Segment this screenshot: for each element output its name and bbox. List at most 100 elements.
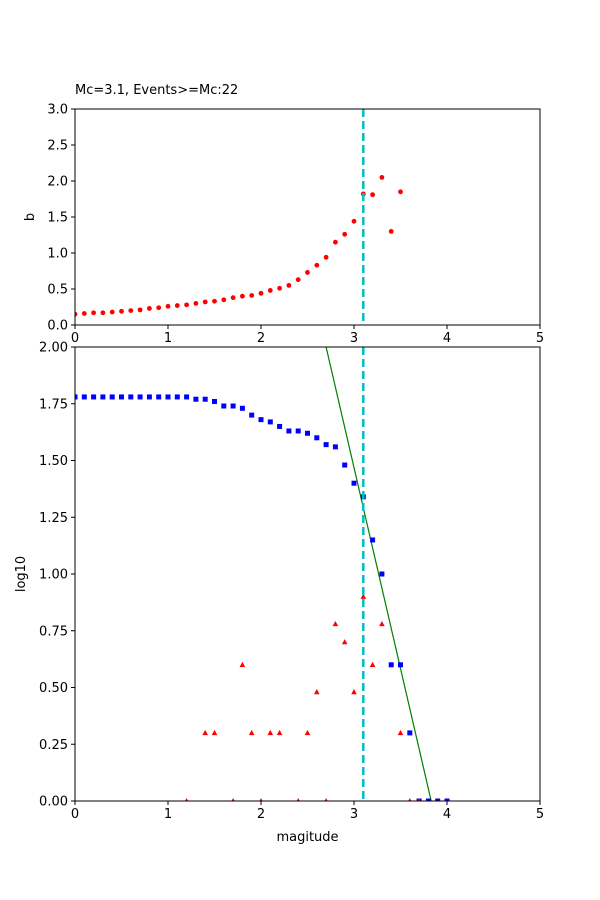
y-tick-label: 0.5 [47,283,68,298]
cumulative-point [249,412,255,418]
noncumulative-point [351,689,357,695]
noncumulative-point [397,729,404,736]
b-value-point [398,189,403,195]
cumulative-point [342,462,348,468]
noncumulative-point [259,798,263,801]
cumulative-point [425,798,431,801]
b-panel-frame [74,108,541,326]
cumulative-point [323,442,329,448]
cumulative-point [305,430,310,436]
b-value-point [75,311,78,317]
x-tick-label: 3 [350,807,358,822]
noncumulative-point [341,639,348,645]
b-value-point [351,218,357,224]
y-tick-label: 2.0 [47,175,68,190]
plot-area [75,347,450,801]
b-value-point [221,297,227,303]
b-value-point [174,303,180,308]
y-tick-label: 0.75 [39,624,68,639]
cumulative-point [239,405,245,411]
noncumulative-point [408,798,412,801]
y-tick-label: 1.5 [47,211,68,226]
x-tick-label: 0 [71,331,79,346]
b-value-point [286,283,292,288]
b-value-point [333,239,338,245]
cumulative-point [202,396,208,402]
cumulative-point [100,394,106,400]
y-tick-label: 1.00 [39,568,68,583]
b-value-point [193,301,199,306]
noncumulative-point [211,729,218,736]
b-value-point [212,298,217,304]
y-tick-label: 2.00 [39,341,68,356]
noncumulative-point [379,620,385,627]
noncumulative-point [369,661,376,667]
b-panel-title: Mc=3.1, Events>=Mc:22 [75,83,238,98]
cumulative-point [165,394,171,400]
b-value-point [128,308,134,313]
x-tick-label: 2 [257,331,265,346]
cumulative-point [221,403,227,409]
noncumulative-point [267,729,274,736]
noncumulative-point [332,620,339,627]
plot-area [75,175,403,317]
noncumulative-point [360,593,367,599]
cumulative-point [286,428,292,434]
x-tick-label: 3 [350,331,358,346]
b-value-point [156,305,162,311]
y-tick-label: 0.25 [39,738,68,753]
y-tick-label: 1.0 [47,247,68,262]
b-value-point [323,254,329,260]
b-value-point [230,295,236,301]
y-tick-label: 2.5 [47,139,68,154]
noncumulative-point [417,798,421,801]
b-value-point [314,262,320,268]
b-value-point [81,311,87,316]
cumulative-point [91,394,97,400]
x-tick-label: 4 [443,807,451,822]
x-tick-label: 5 [536,331,544,346]
y-tick-label: 3.0 [47,103,68,118]
b-value-point [184,302,190,308]
cumulative-point [277,423,283,429]
cumulative-point [109,394,115,400]
noncumulative-point [248,729,255,736]
b-value-point [91,310,96,316]
noncumulative-point [202,729,208,736]
log10-panel-xlabel: magitude [276,830,338,845]
cumulative-point [407,730,413,736]
cumulative-point [267,419,273,425]
b-value-point [379,175,385,180]
cumulative-point [258,417,264,423]
b-value-point [370,192,375,198]
cumulative-point [119,394,124,400]
cumulative-point [314,435,320,441]
cumulative-point [193,396,199,402]
x-tick-label: 0 [71,807,79,822]
cumulative-point [379,571,385,577]
noncumulative-point [324,798,328,801]
cumulative-point [212,398,217,404]
b-value-point [100,310,106,316]
b-value-point [305,270,310,275]
b-value-point [147,306,152,311]
b-value-point [137,307,143,313]
cumulative-point [146,394,152,400]
log10-panel-frame [74,346,541,802]
noncumulative-point [239,661,246,667]
x-tick-label: 5 [536,807,544,822]
b-value-point [342,231,348,237]
b-value-point [277,285,282,291]
cumulative-point [128,394,134,400]
cumulative-point [81,394,87,400]
log10-panel-marks: 0 1 2 3 4 5 0.00 0.25 0.50 0.75 1.00 1.25 1.50 1.75 2.… [39,341,544,823]
y-tick-label: 0.0 [47,319,68,334]
cumulative-point [184,394,190,400]
y-tick-label: 1.50 [39,454,68,469]
noncumulative-point [304,729,311,736]
cumulative-point [351,480,357,486]
noncumulative-point [276,729,283,736]
b-value-point [295,277,301,283]
cumulative-point [295,428,301,434]
